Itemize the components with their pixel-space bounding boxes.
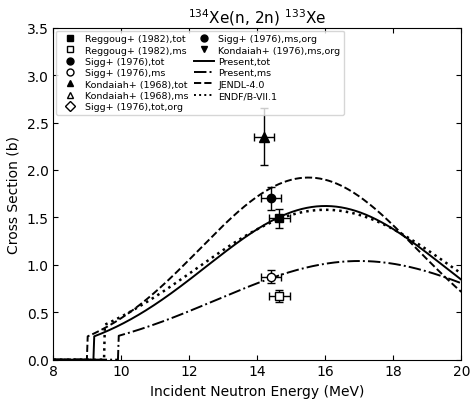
Y-axis label: Cross Section (b): Cross Section (b): [7, 135, 21, 253]
Legend: Reggoug+ (1982),tot, Reggoug+ (1982),ms, Sigg+ (1976),tot, Sigg+ (1976),ms, Kond: Reggoug+ (1982),tot, Reggoug+ (1982),ms,…: [56, 32, 343, 116]
Title: $^{134}$Xe(n, 2n) $^{133}$Xe: $^{134}$Xe(n, 2n) $^{133}$Xe: [188, 7, 326, 28]
X-axis label: Incident Neutron Energy (MeV): Incident Neutron Energy (MeV): [150, 384, 364, 398]
